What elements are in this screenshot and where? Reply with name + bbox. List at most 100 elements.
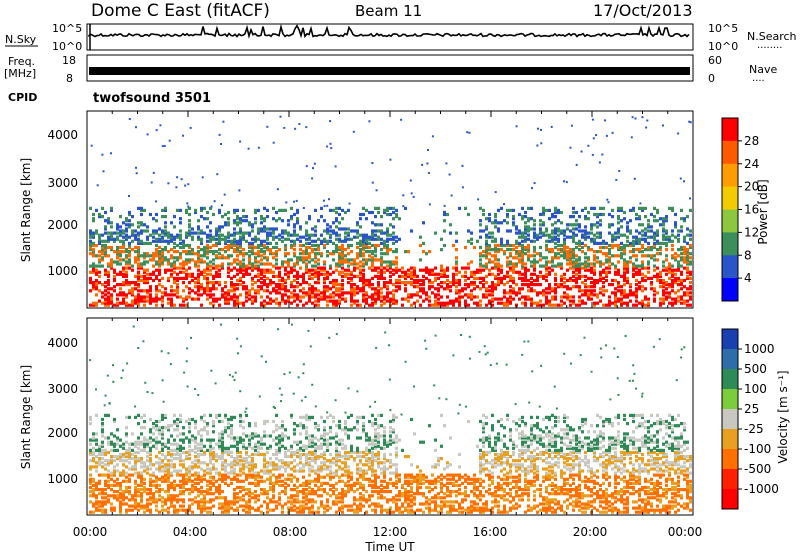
velocity-cell-24 [92, 492, 95, 496]
power-cell-1269 [284, 293, 287, 297]
power-cell-2639 [533, 272, 536, 276]
power-cell-1797 [365, 293, 368, 297]
power-cell-3143 [611, 239, 614, 243]
power-cell-2765 [554, 303, 557, 307]
power-cell-2019 [398, 285, 401, 289]
power-cell-2887 [572, 278, 575, 283]
power-cell-1583 [332, 229, 335, 233]
power-cell-1848 [371, 235, 374, 239]
power-cell-1242 [278, 270, 281, 274]
power-cell-433 [155, 295, 158, 299]
power-cell-250 [125, 235, 128, 239]
velocity-cell-560 [173, 506, 176, 510]
power-cell-716 [200, 260, 203, 264]
power-cell-1369 [299, 283, 302, 287]
velocity-cell-225 [122, 442, 125, 446]
power-cb-tick-4: 12 [744, 225, 759, 239]
power-cell-3350 [641, 208, 644, 212]
velocity-cell-202 [119, 473, 122, 477]
power-cell-756 [206, 264, 209, 268]
velocity-cell-59 [98, 504, 101, 508]
velocity-cell-216 [122, 479, 125, 483]
power-cell-209 [119, 225, 122, 229]
velocity-cell-976 [233, 502, 236, 506]
power-cell-2291 [479, 276, 482, 280]
power-cell-338 [137, 237, 140, 241]
velocity-cell-237 [125, 459, 128, 463]
power-cell-1872 [374, 229, 377, 233]
power-cell-3492 [665, 215, 668, 219]
power-cell-385 [146, 291, 149, 295]
power-cell-2320 [485, 293, 488, 297]
power-cell-3069 [599, 287, 602, 291]
power-cell-83 [101, 250, 104, 254]
power-cell-2762 [551, 223, 554, 227]
power-cell-2452 [506, 291, 509, 295]
power-cell-1935 [383, 210, 386, 215]
velocity-cell-90 [101, 450, 104, 455]
velocity-cell-1066 [245, 465, 248, 469]
power-cell-865 [224, 295, 227, 299]
power-cell-382 [143, 208, 146, 212]
power-cell-1075 [254, 295, 257, 299]
power-cell-828 [218, 297, 221, 301]
power-cell-446 [155, 248, 158, 252]
power-cell-2112 [428, 287, 431, 291]
power-cell-2673 [539, 283, 542, 287]
power-cell-3393 [650, 235, 653, 239]
power-cell-3199 [620, 274, 623, 278]
power-cell-697 [197, 258, 200, 262]
power-cell-2158 [440, 237, 443, 241]
power-cell-1378 [299, 235, 302, 239]
power-cell-3629 [689, 287, 692, 291]
power-cell-1632 [338, 221, 341, 225]
power-cell-2769 [554, 289, 557, 293]
velocity-heatmap [89, 323, 692, 514]
power-cell-2565 [521, 233, 524, 237]
velocity-cell-536 [167, 426, 170, 430]
power-cell-264 [128, 260, 131, 264]
power-cell-1767 [362, 295, 365, 299]
power-cell-64 [98, 260, 101, 264]
power-cell-1091 [254, 217, 257, 221]
power-cell-1598 [335, 250, 338, 254]
power-cell-185 [116, 245, 119, 250]
power-cell-2962 [581, 241, 584, 245]
power-cell-505 [164, 239, 167, 243]
velocity-cell-1065 [245, 473, 248, 477]
power-cell-900 [227, 223, 230, 227]
power-cell-659 [191, 297, 194, 301]
power-cell-2622 [530, 289, 533, 293]
power-cell-1267 [284, 301, 287, 305]
power-cell-1116 [260, 295, 263, 299]
velocity-cell-82 [101, 492, 104, 496]
power-cell-16 [89, 229, 92, 233]
power-cell-3639 [689, 245, 692, 250]
power-cell-3622 [686, 233, 689, 237]
power-cell-1139 [263, 289, 266, 293]
power-cell-3677 [615, 178, 618, 181]
velocity-cell-36 [92, 438, 95, 442]
power-cell-124 [107, 274, 110, 278]
power-cell-3425 [656, 248, 659, 252]
power-cell-1454 [311, 243, 314, 248]
power-cell-31 [92, 250, 95, 254]
velocity-cell-384 [146, 438, 149, 442]
power-cell-2644 [533, 260, 536, 264]
power-cell-745 [206, 293, 209, 297]
power-cell-3327 [638, 217, 641, 221]
velocity-cell-336 [140, 473, 143, 477]
velocity-cell-943 [227, 483, 230, 487]
power-cell-3638 [689, 252, 692, 256]
power-cell-1076 [254, 291, 257, 295]
power-cell-2384 [494, 274, 497, 278]
power-cell-1650 [341, 252, 344, 256]
power-cell-3053 [596, 295, 599, 299]
power-cell-129 [107, 254, 110, 258]
power-cell-740 [203, 245, 206, 250]
power-cell-2782 [554, 235, 557, 239]
velocity-cell-363 [143, 442, 146, 446]
velocity-cell-1002 [236, 479, 239, 483]
power-cell-230 [122, 229, 125, 233]
power-cell-564 [173, 237, 176, 241]
